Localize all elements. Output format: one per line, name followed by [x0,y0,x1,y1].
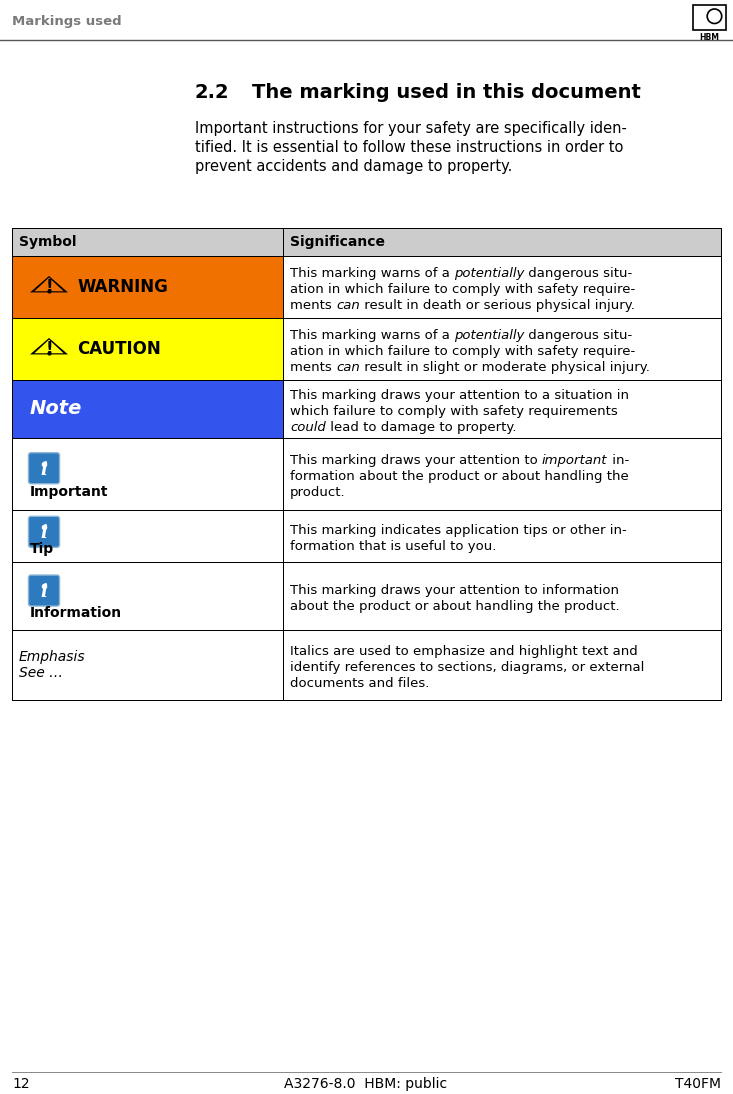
Text: T40FM: T40FM [675,1076,721,1091]
Text: Emphasis: Emphasis [19,650,86,664]
Bar [12,256,721,318]
Text: 12: 12 [12,1076,29,1091]
Bar [12,228,721,256]
Text: Note: Note [30,399,82,419]
Bar [12,318,721,380]
Text: Tip: Tip [30,542,54,556]
Bar [12,228,721,256]
Text: Important: Important [30,485,108,499]
Text: potentially: potentially [454,267,525,280]
Bar [12,630,721,700]
Bar [12,318,283,380]
Polygon shape [30,276,68,292]
Bar [12,380,721,438]
Text: dangerous situ-: dangerous situ- [525,329,633,342]
Text: HBM: HBM [699,34,720,43]
Text: formation that is useful to you.: formation that is useful to you. [290,540,496,552]
Text: product.: product. [290,486,346,499]
Polygon shape [34,339,64,353]
Text: ments: ments [290,361,336,374]
Text: ation in which failure to comply with safety require-: ation in which failure to comply with sa… [290,345,636,358]
Text: !: ! [45,340,53,359]
Bar [12,228,721,256]
Polygon shape [30,338,68,354]
Text: Italics are used to emphasize and highlight text and: Italics are used to emphasize and highli… [290,645,638,657]
Text: This marking indicates application tips or other in-: This marking indicates application tips … [290,524,627,537]
Text: The marking used in this document: The marking used in this document [252,83,641,103]
Text: i: i [40,583,48,601]
Bar [12,438,721,510]
Text: WARNING: WARNING [77,278,168,296]
Text: i: i [40,524,48,543]
Text: dangerous situ-: dangerous situ- [525,267,633,280]
Text: prevent accidents and damage to property.: prevent accidents and damage to property… [195,159,512,174]
Text: See …: See … [19,666,63,680]
Text: can: can [336,361,360,374]
Text: This marking draws your attention to a situation in: This marking draws your attention to a s… [290,389,629,401]
Bar [12,380,721,438]
FancyBboxPatch shape [29,453,59,484]
Text: This marking warns of a: This marking warns of a [290,329,454,342]
Bar [12,562,721,630]
Text: result in death or serious physical injury.: result in death or serious physical inju… [360,299,635,312]
Text: potentially: potentially [454,329,525,342]
Text: A3276-8.0  HBM: public: A3276-8.0 HBM: public [284,1076,448,1091]
Text: ation in which failure to comply with safety require-: ation in which failure to comply with sa… [290,283,636,296]
Text: Information: Information [30,606,122,620]
Polygon shape [34,278,64,291]
Text: about the product or about handling the product.: about the product or about handling the … [290,600,619,613]
Text: This marking draws your attention to: This marking draws your attention to [290,454,542,467]
Bar [12,256,283,318]
Text: 2.2: 2.2 [195,83,229,103]
Bar [12,510,721,562]
Text: could: could [290,421,325,434]
FancyBboxPatch shape [29,575,59,606]
Text: documents and files.: documents and files. [290,677,430,690]
Text: identify references to sections, diagrams, or external: identify references to sections, diagram… [290,661,644,674]
Text: i: i [40,461,48,478]
Text: This marking warns of a: This marking warns of a [290,267,454,280]
Text: !: ! [45,278,53,296]
Bar [12,318,721,380]
Text: CAUTION: CAUTION [77,340,161,358]
Text: Symbol: Symbol [19,235,76,249]
Text: ments: ments [290,299,336,312]
Text: important: important [542,454,608,467]
Bar [12,630,721,700]
Bar [12,380,283,438]
Text: Significance: Significance [290,235,385,249]
Text: Important instructions for your safety are specifically iden-: Important instructions for your safety a… [195,120,627,136]
FancyBboxPatch shape [29,516,59,547]
Text: Markings used: Markings used [12,15,122,28]
Text: tified. It is essential to follow these instructions in order to: tified. It is essential to follow these … [195,140,623,154]
Bar [693,5,726,30]
Bar [12,562,721,630]
Text: can: can [336,299,360,312]
Bar [12,256,721,318]
Text: in-: in- [608,454,629,467]
Text: lead to damage to property.: lead to damage to property. [325,421,516,434]
Text: which failure to comply with safety requirements: which failure to comply with safety requ… [290,405,618,418]
Text: result in slight or moderate physical injury.: result in slight or moderate physical in… [360,361,649,374]
Bar [12,438,721,510]
Bar [12,510,721,562]
Text: This marking draws your attention to information: This marking draws your attention to inf… [290,584,619,597]
Text: formation about the product or about handling the: formation about the product or about han… [290,470,629,482]
